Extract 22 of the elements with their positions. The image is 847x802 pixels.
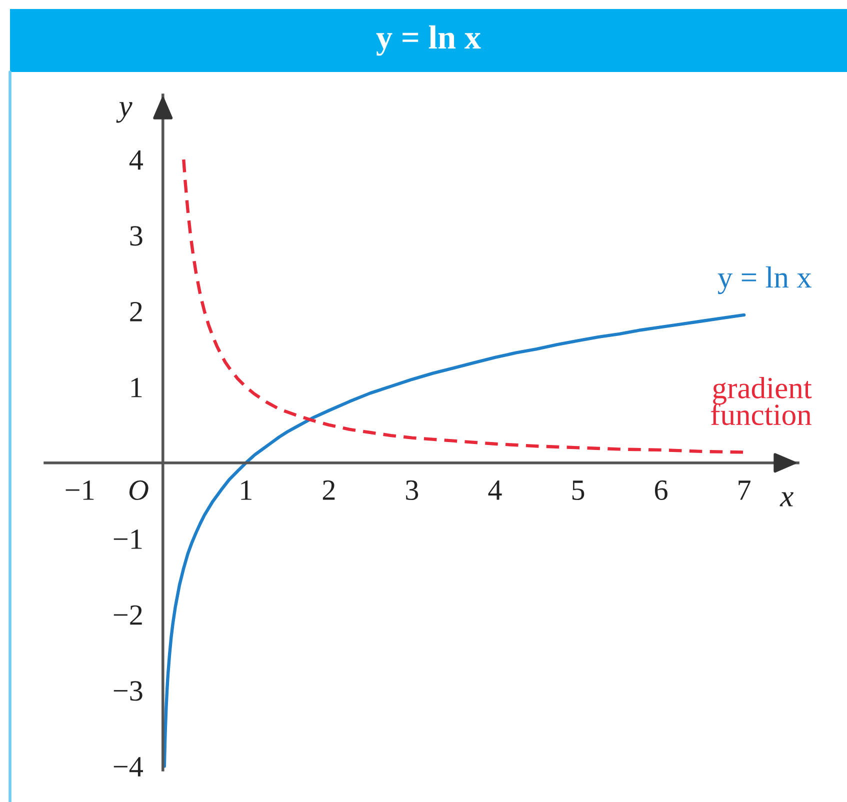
y-tick-label: −4 [114, 757, 143, 776]
x-tick-label: 7 [738, 480, 750, 500]
y-tick-label: −1 [114, 530, 142, 549]
x-tick-label: 4 [488, 480, 502, 500]
x-axis-title: x [780, 492, 794, 506]
chart-title: y = ln x [376, 25, 481, 56]
y-tick-label: 3 [130, 226, 142, 246]
x-tick-label: 2 [322, 480, 335, 500]
series-label: gradient function [711, 376, 812, 426]
y-tick-label: −3 [114, 681, 142, 701]
annotation: O [129, 480, 148, 500]
y-axis-title: y [116, 102, 132, 123]
x-tick-label: 6 [654, 480, 668, 500]
y-tick-label: 2 [130, 302, 142, 322]
series-label: y = ln x [718, 266, 812, 294]
y-tick-label: 4 [129, 150, 143, 170]
x-tick-label: 1 [241, 480, 252, 500]
y-tick-label: −2 [114, 605, 142, 625]
x-tick-label: 3 [406, 480, 418, 500]
y-tick-label: 1 [131, 378, 142, 398]
x-tick-label: 5 [572, 480, 584, 500]
x-tick-label: −1 [66, 480, 94, 500]
